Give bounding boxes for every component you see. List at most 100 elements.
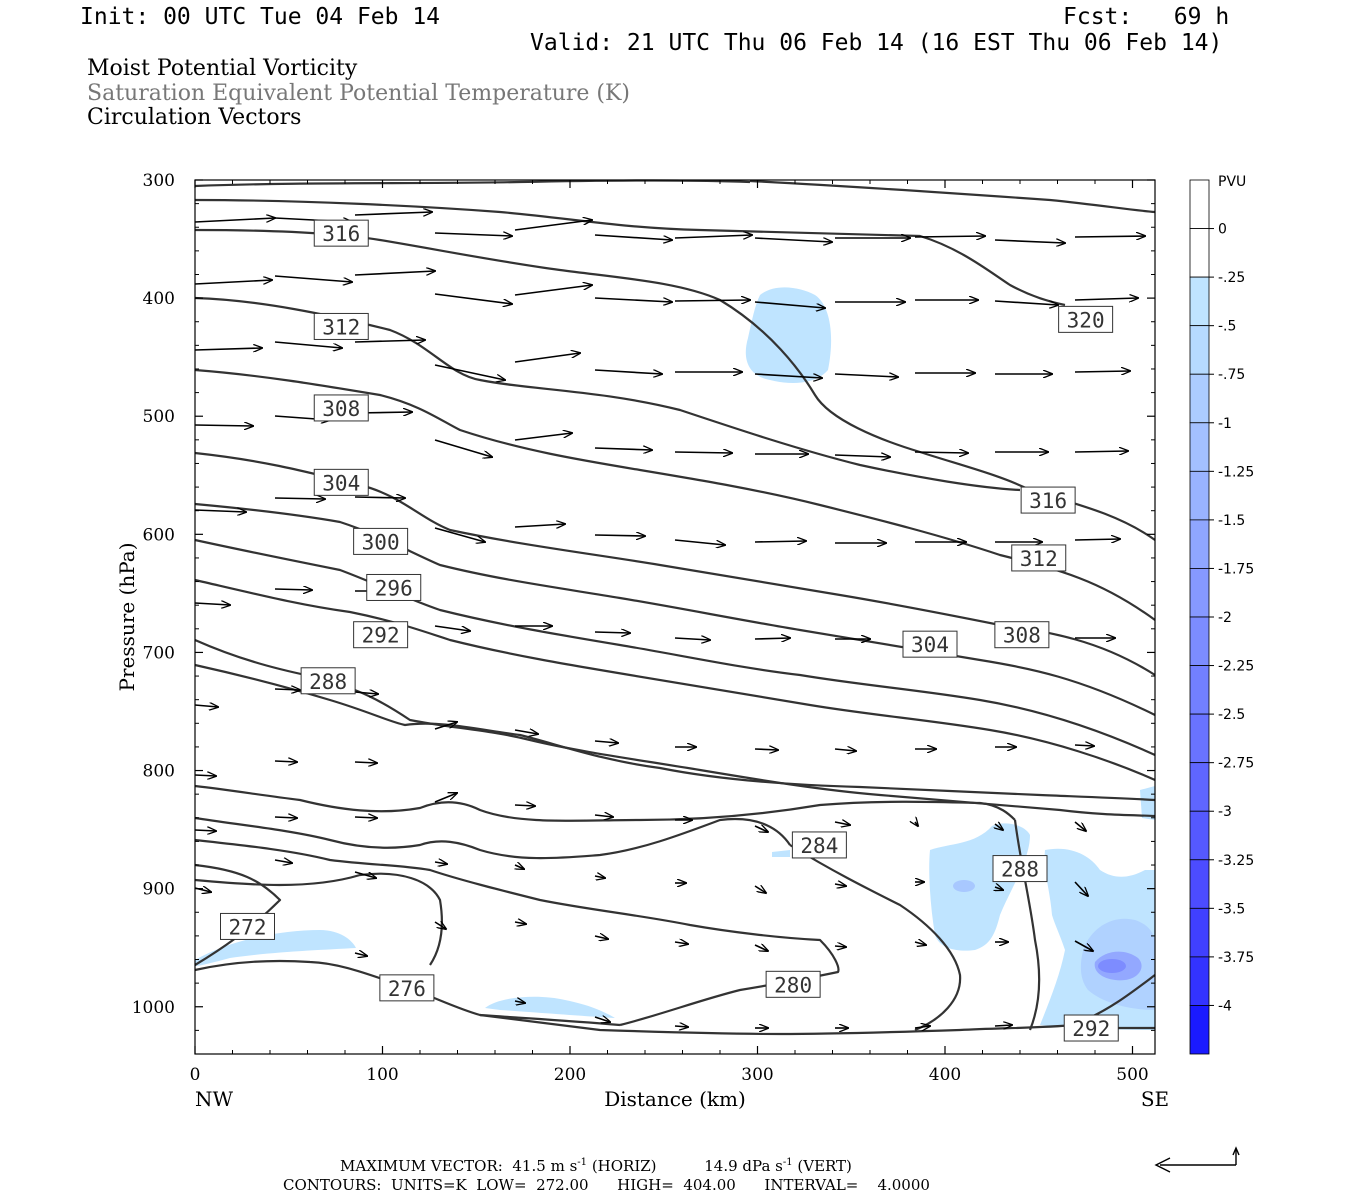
contour-label-box	[313, 394, 369, 422]
contour-label-text: 316	[1029, 489, 1067, 513]
colorbar-label: -3.75	[1218, 950, 1254, 966]
vert-unit: dPa s	[742, 1157, 783, 1175]
contour-label-box	[1011, 544, 1067, 572]
colorbar-label: -3	[1218, 804, 1232, 820]
contour-label: 312	[1011, 544, 1067, 572]
field-title-thetae: Saturation Equivalent Potential Temperat…	[87, 81, 630, 106]
x-tick-label: 200	[554, 1065, 586, 1085]
contour-label: 272	[220, 912, 275, 940]
colorbar-segment	[1189, 1005, 1210, 1055]
contour-label-text: 312	[322, 315, 360, 339]
contour-label-text: 276	[388, 977, 426, 1001]
colorbar-segment	[1189, 665, 1210, 715]
colorbar-label: -1.75	[1218, 561, 1254, 577]
contour-label-box	[1063, 1014, 1119, 1042]
colorbar-label: -.75	[1218, 367, 1245, 383]
x-tick-label: 0	[190, 1065, 201, 1085]
contour-label-box	[994, 621, 1050, 649]
thetae-contours	[194, 179, 1156, 1036]
reference-vector-icon	[1154, 1146, 1240, 1173]
colorbar-segment	[1189, 470, 1210, 521]
colorbar-label: -1	[1218, 416, 1232, 432]
contour-label-box	[791, 831, 847, 859]
contour-label-text: 292	[362, 624, 400, 648]
field-title-vectors: Circulation Vectors	[87, 105, 302, 130]
contour-label-text: 292	[1072, 1017, 1110, 1041]
contour-label: 288	[992, 855, 1048, 883]
contour-label-box	[366, 573, 422, 601]
contour-label-text: 288	[309, 670, 347, 694]
vert-tag: (VERT)	[797, 1157, 852, 1175]
colorbar-segment	[1189, 568, 1210, 618]
contour-label-text: 300	[362, 530, 400, 554]
contour-label-text: 272	[229, 915, 267, 939]
contour-label: 316	[313, 219, 369, 247]
contour-label-box	[353, 527, 409, 555]
contour-label-box	[300, 667, 356, 695]
colorbar: PVU 0 -.25 -.5 -.75 -1 -1.25 -1.5 -1.75 -2 -2.25 -2…	[1189, 174, 1254, 1055]
contour-label-text: 320	[1067, 308, 1105, 332]
contour-label: 292	[1063, 1014, 1119, 1042]
contour-label-box	[313, 219, 369, 247]
contour-label-text: 308	[1003, 624, 1041, 648]
colorbar-label: -2.5	[1218, 707, 1245, 723]
plot-frame	[194, 179, 1156, 1055]
contour-label-box	[992, 855, 1048, 883]
contour-label: 280	[765, 970, 821, 998]
colorbar-label: -.25	[1218, 270, 1245, 286]
contour-labels: 316 312 308 304 300 296 292 288 272 276 280 284 288 2…	[220, 219, 1119, 1042]
y-tick-label: 300	[143, 171, 175, 191]
x-tick-label: 300	[741, 1065, 773, 1085]
max-vector-label: MAXIMUM VECTOR:	[340, 1157, 503, 1175]
colorbar-segment	[1189, 713, 1210, 764]
contour-label-text: 288	[1001, 858, 1039, 882]
colorbar-label: -4	[1218, 998, 1232, 1014]
contour-label: 300	[353, 527, 409, 555]
init-time: Init: 00 UTC Tue 04 Feb 14	[80, 4, 441, 30]
colorbar-segment	[1189, 228, 1210, 278]
contours-info: CONTOURS: UNITS=K LOW= 272.00 HIGH= 404.…	[283, 1176, 930, 1194]
colorbar-label: -3.5	[1218, 901, 1245, 917]
x-tick-label: 500	[1116, 1065, 1148, 1085]
circulation-vectors	[194, 212, 1145, 1028]
contour-label-text: 284	[800, 834, 838, 858]
field-title-mpv: Moist Potential Vorticity	[87, 56, 358, 81]
colorbar-segment	[1189, 956, 1210, 1006]
contour-label-box	[313, 468, 369, 496]
y-tick-label: 800	[143, 762, 175, 782]
contour-label-box	[220, 912, 275, 940]
colorbar-segment	[1189, 762, 1210, 812]
contour-label: 292	[353, 621, 409, 649]
colorbar-label: -3.25	[1218, 853, 1254, 869]
colorbar-segment	[1189, 325, 1210, 375]
y-tick-label: 600	[143, 525, 175, 545]
contour-label-text: 304	[322, 471, 360, 495]
contour-label: 308	[313, 394, 369, 422]
colorbar-label: 0	[1218, 222, 1227, 238]
horiz-value: 41.5	[512, 1157, 546, 1175]
contour-label: 308	[994, 621, 1050, 649]
colorbar-label: -.5	[1218, 319, 1236, 335]
contour-label-box	[1020, 486, 1076, 514]
colorbar-label: -1.25	[1218, 464, 1254, 480]
contour-label: 320	[1058, 305, 1114, 333]
contour-label-box	[902, 630, 958, 658]
colorbar-label: -1.5	[1218, 513, 1245, 529]
y-tick-label: 400	[143, 289, 175, 309]
y-tick-label: 500	[143, 407, 175, 427]
forecast-hour: Fcst: 69 h	[1063, 4, 1230, 30]
colorbar-segment	[1189, 519, 1210, 569]
x-tick-label: 400	[929, 1065, 961, 1085]
horiz-unit-exp: -1	[577, 1157, 588, 1168]
colorbar-segment	[1189, 859, 1210, 909]
contour-label-text: 304	[911, 633, 949, 657]
y-tick-label: 700	[143, 643, 175, 663]
contour-label-box	[313, 312, 369, 340]
horiz-tag: (HORIZ)	[591, 1157, 657, 1175]
colorbar-label: -2.25	[1218, 659, 1254, 675]
contour-label: 284	[791, 831, 847, 859]
contour-label: 296	[366, 573, 422, 601]
y-tick-label: 1000	[132, 998, 175, 1018]
axes: 0 100 200 300 400 500 300 400 500 600 700 800 900 100…	[115, 171, 1169, 1111]
